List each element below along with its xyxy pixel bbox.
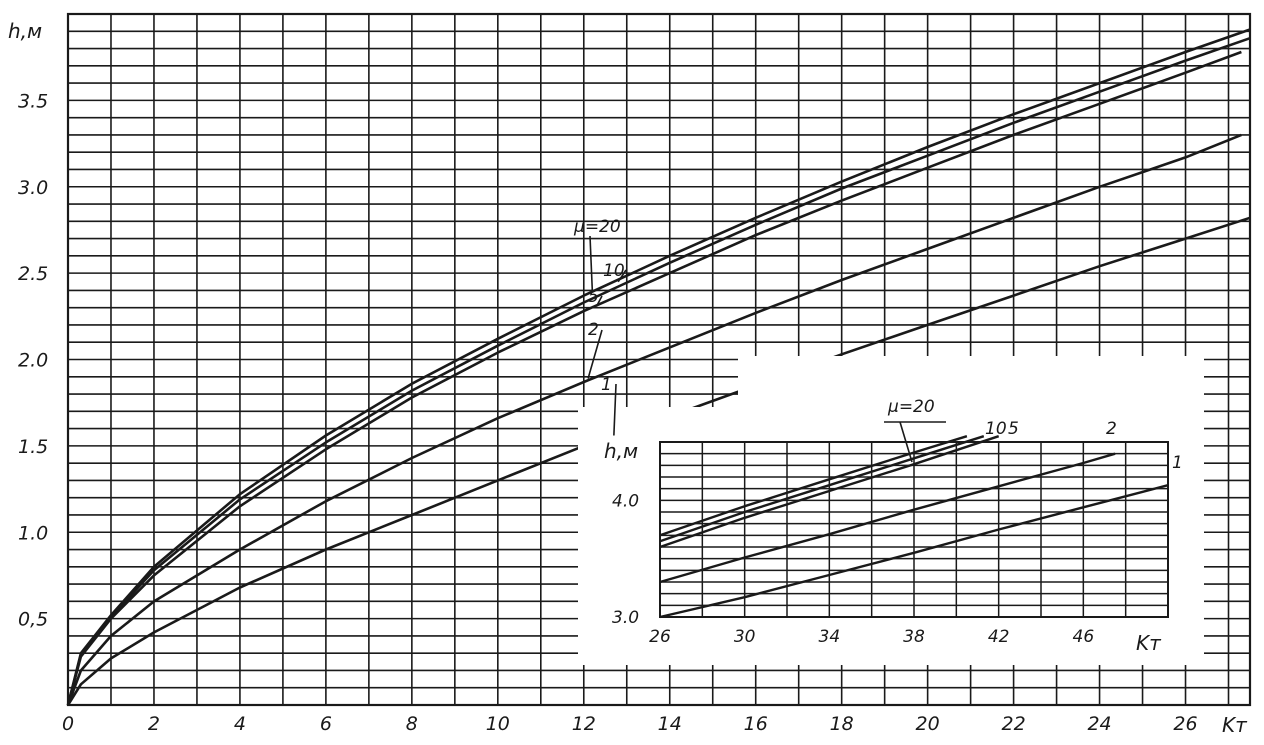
inset-y-tick-label: 3.0	[612, 608, 639, 628]
main-curve-leader	[617, 269, 627, 283]
inset-curve-label: 5	[1008, 419, 1019, 439]
inset-x-tick-label: 38	[903, 627, 925, 647]
main-series-line-0	[66, 28, 1251, 706]
main-y-tick-label: 1.5	[18, 436, 48, 458]
main-x-tick-label: 16	[744, 713, 768, 735]
main-curve-leader	[587, 329, 603, 379]
main-x-tick-label: 20	[916, 713, 940, 735]
main-curve-leader	[589, 235, 594, 293]
main-x-tick-label: 26	[1173, 713, 1197, 735]
inset-curves	[659, 435, 1169, 619]
main-curve-leader	[613, 383, 617, 436]
main-x-tick-label: 6	[320, 713, 332, 735]
main-y-tick-label: 2.5	[18, 263, 48, 285]
inset-x-tick-label: 26	[649, 627, 671, 647]
main-y-tick-label: 3.0	[18, 177, 48, 199]
main-y-tick-label: 0,5	[18, 609, 48, 631]
inset-y-axis-label: h,м	[604, 439, 638, 463]
inset-series-line-4	[659, 484, 1169, 619]
main-x-tick-label: 2	[148, 713, 160, 735]
inset-x-tick-label: 46	[1073, 627, 1095, 647]
main-x-tick-label: 4	[234, 713, 246, 735]
main-curve-leader	[595, 295, 603, 307]
inset-series-line-1	[659, 435, 985, 543]
main-x-tick-label: 8	[406, 713, 418, 735]
main-curve-label: 5	[588, 287, 599, 307]
inset-curve-label: 2	[1106, 419, 1117, 439]
main-x-tick-label: 12	[572, 713, 596, 735]
inset-curve-label: 1	[1172, 453, 1183, 473]
main-y-axis-label: h,м	[8, 19, 42, 43]
main-y-tick-label: 3.5	[18, 90, 48, 112]
inset-x-axis-label: Kт	[1136, 631, 1162, 655]
main-x-tick-label: 14	[658, 713, 682, 735]
inset-x-tick-label: 34	[819, 627, 841, 647]
inset-x-tick-label: 42	[988, 627, 1010, 647]
main-x-tick-label: 10	[486, 713, 510, 735]
inset-label-leader	[899, 421, 913, 463]
main-curve-label: μ=20	[573, 217, 621, 237]
main-x-tick-label: 22	[1002, 713, 1026, 735]
main-x-tick-label: 18	[830, 713, 854, 735]
inset-y-tick-label: 4.0	[612, 491, 639, 511]
main-curve-label: 10	[603, 261, 625, 281]
inset-x-tick-label: 30	[734, 627, 756, 647]
main-curves	[66, 28, 1251, 706]
main-series-line-3	[66, 133, 1242, 706]
main-series-line-1	[66, 36, 1251, 706]
inset-series-line-3	[659, 452, 1116, 584]
main-y-tick-label: 1.0	[18, 522, 48, 544]
inset-series-line-0	[659, 435, 968, 537]
main-frame	[66, 12, 1252, 707]
inset-curve-label: μ=20	[887, 397, 935, 417]
inset-frame	[659, 441, 1169, 618]
inset-labels: 26 30 34 38 42 46 3.0 4.0 μ=20 10 5 2 1	[612, 397, 1183, 647]
main-labels: 0 2 4 6 8 10 12 14 16 18 20 22 24 260,51.01.52.02.53.…	[18, 90, 1198, 735]
main-curve-label: 1	[601, 375, 612, 395]
inset-series-line-2	[659, 435, 1000, 549]
inset-mask	[578, 356, 1204, 665]
main-x-tick-label: 0	[62, 713, 74, 735]
main-series-line-2	[66, 50, 1242, 706]
inset-curve-label: 10	[985, 419, 1007, 439]
main-y-tick-label: 2.0	[18, 350, 48, 372]
main-curve-label: 2	[588, 320, 599, 340]
main-x-axis-label: Kт	[1222, 713, 1248, 737]
main-x-tick-label: 24	[1087, 713, 1111, 735]
